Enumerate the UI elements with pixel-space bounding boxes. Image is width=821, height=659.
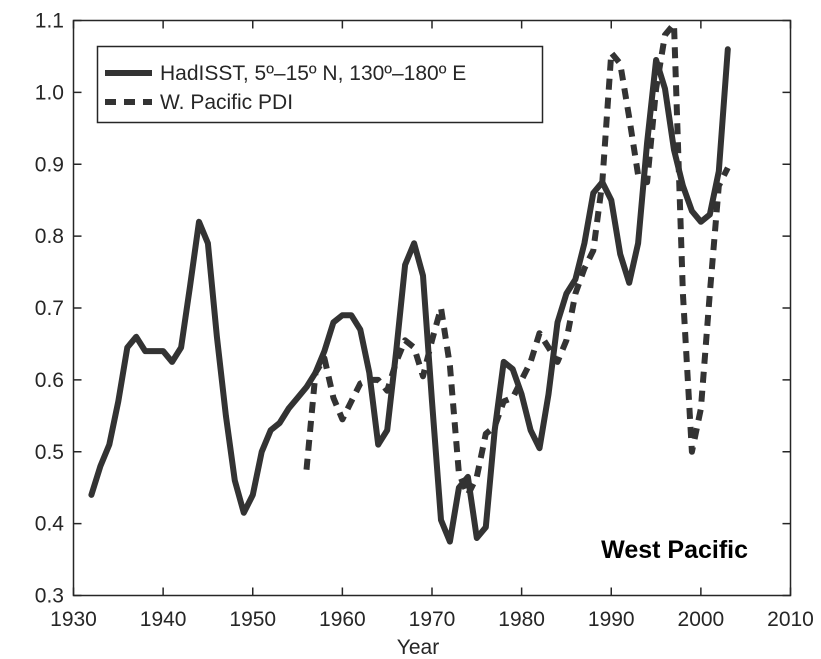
y-tick-label: 1.0	[35, 81, 64, 104]
x-tick-label: 1950	[229, 608, 276, 631]
series-layer	[88, 21, 731, 545]
x-tick-label: 2010	[767, 608, 814, 631]
x-tick-label: 2000	[678, 608, 725, 631]
series-line-hadisst	[88, 46, 731, 545]
series-line-pdi	[303, 21, 731, 498]
y-tick-label: 0.4	[35, 513, 65, 536]
legend-label-pdi: W. Pacific PDI	[160, 91, 293, 114]
legend-box	[96, 45, 544, 124]
x-tick-label: 1930	[50, 608, 97, 631]
x-tick-label: 1970	[409, 608, 456, 631]
legend-label-hadisst: HadISST, 5º–15º N, 130º–180º E	[160, 62, 466, 85]
x-tick-label: 1940	[140, 608, 187, 631]
y-tick-label: 0.6	[35, 369, 64, 392]
x-axis-label: Year	[397, 636, 439, 659]
legend: HadISST, 5º–15º N, 130º–180º E W. Pacifi…	[96, 45, 544, 124]
annotation-west-pacific: West Pacific	[601, 536, 748, 564]
y-tick-label: 1.1	[35, 10, 64, 33]
x-tick-label: 1960	[319, 608, 366, 631]
x-tick-label: 1980	[498, 608, 545, 631]
y-tick-label: 0.9	[35, 153, 64, 176]
y-tick-label: 0.3	[35, 585, 64, 608]
ticks-layer: 1930 1940 1950 1960 1970 1980 1990 2000 2010 0.3 0…	[35, 10, 814, 632]
y-tick-label: 0.5	[35, 441, 64, 464]
y-tick-label: 0.8	[35, 225, 64, 248]
x-tick-label: 1990	[588, 608, 635, 631]
y-tick-label: 0.7	[35, 297, 64, 320]
